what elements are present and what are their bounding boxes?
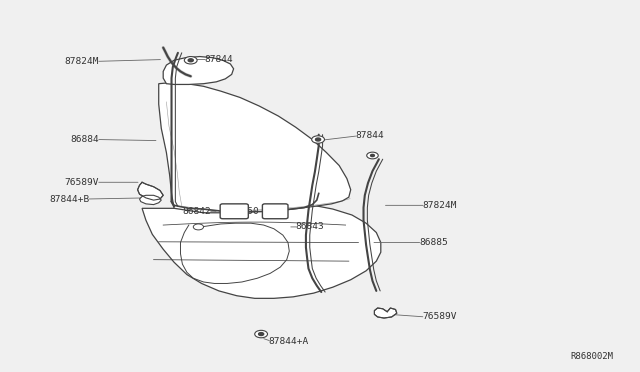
Polygon shape bbox=[374, 308, 397, 318]
Text: 87824M: 87824M bbox=[65, 57, 99, 66]
Text: 86843: 86843 bbox=[296, 222, 324, 231]
Text: 86842: 86842 bbox=[182, 207, 211, 216]
Circle shape bbox=[312, 136, 324, 143]
Polygon shape bbox=[163, 57, 234, 84]
Text: 86850: 86850 bbox=[230, 207, 259, 216]
Polygon shape bbox=[138, 182, 163, 200]
Text: 87844+B: 87844+B bbox=[49, 195, 90, 203]
Text: 76589V: 76589V bbox=[65, 178, 99, 187]
Circle shape bbox=[316, 138, 321, 141]
Text: 76589V: 76589V bbox=[422, 312, 457, 321]
Text: R868002M: R868002M bbox=[570, 352, 613, 361]
Text: 87844+A: 87844+A bbox=[269, 337, 309, 346]
Circle shape bbox=[193, 224, 204, 230]
Circle shape bbox=[255, 330, 268, 338]
Circle shape bbox=[367, 152, 378, 159]
Text: 86884: 86884 bbox=[70, 135, 99, 144]
FancyBboxPatch shape bbox=[220, 204, 248, 219]
Text: 87824M: 87824M bbox=[422, 201, 457, 210]
Text: 86885: 86885 bbox=[419, 238, 448, 247]
Circle shape bbox=[371, 154, 374, 157]
Polygon shape bbox=[140, 195, 161, 205]
FancyBboxPatch shape bbox=[262, 204, 288, 219]
Circle shape bbox=[259, 333, 264, 336]
Text: 87844: 87844 bbox=[205, 55, 234, 64]
Polygon shape bbox=[142, 204, 381, 298]
Text: 87844: 87844 bbox=[355, 131, 384, 140]
Polygon shape bbox=[159, 83, 351, 213]
Circle shape bbox=[188, 59, 193, 62]
Circle shape bbox=[184, 57, 197, 64]
